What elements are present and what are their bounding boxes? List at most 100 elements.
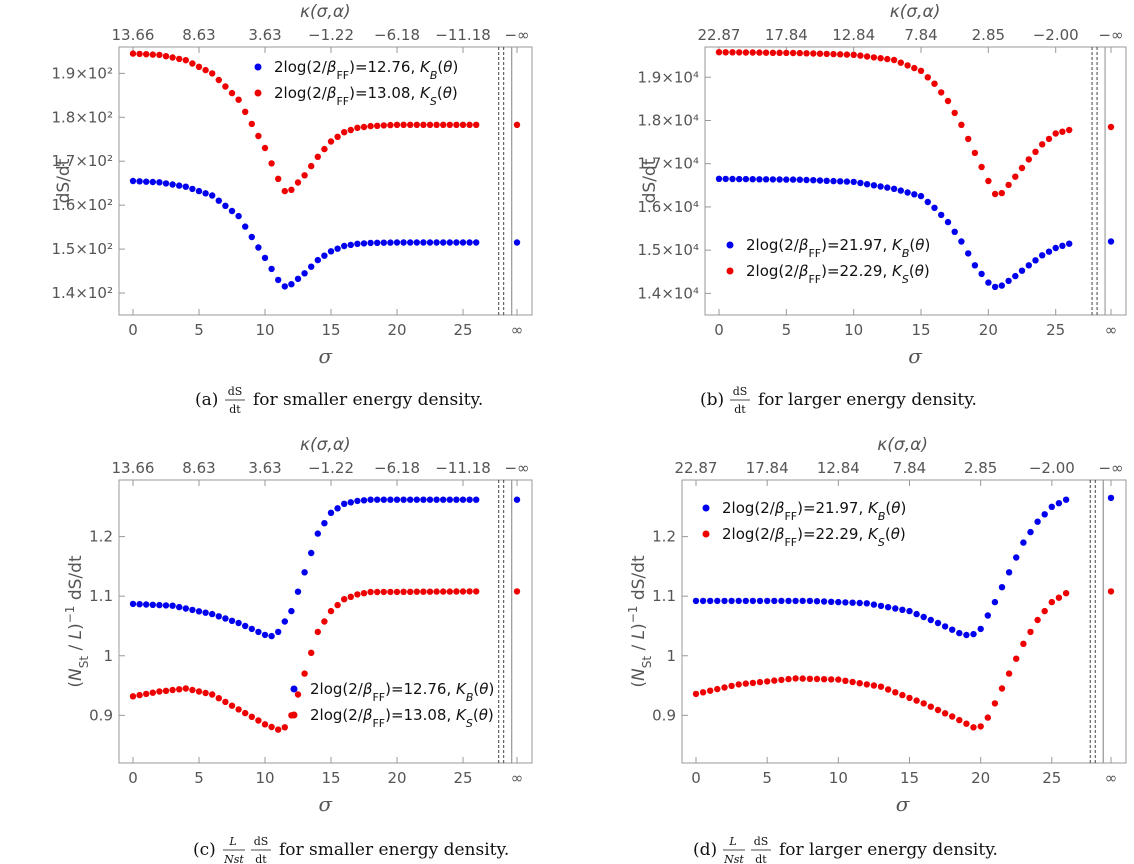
infinity-point (513, 588, 521, 595)
data-point (863, 181, 871, 188)
series-0 (129, 496, 521, 640)
data-point (129, 50, 137, 57)
top-tick-label: −∞ (504, 459, 529, 477)
data-point (835, 598, 842, 606)
data-point (393, 588, 401, 596)
data-point (143, 178, 150, 185)
data-point (374, 496, 381, 503)
data-point (998, 685, 1006, 692)
data-point (268, 723, 275, 731)
data-point (1013, 554, 1020, 561)
y-tick-label: 1.9×10⁴ (637, 68, 699, 86)
data-point (843, 51, 851, 58)
top-tick-label: −1.22 (308, 459, 354, 477)
x-tick-label: 20 (979, 321, 998, 339)
y-tick-label: 1.1 (89, 587, 113, 605)
data-point (856, 680, 863, 687)
x-tick-label: 15 (321, 321, 340, 339)
data-point (156, 688, 163, 695)
data-point (459, 121, 467, 128)
y-tick-label: 1 (666, 647, 676, 665)
x-tick-label: 15 (900, 769, 919, 787)
data-point (407, 239, 414, 246)
caption-text: for smaller energy density. (253, 390, 483, 410)
x-tick-label: 20 (971, 769, 990, 787)
data-point (897, 59, 904, 66)
legend-entry: 2log(2/βFF)=12.76, KB(θ) (274, 58, 458, 82)
data-point (426, 239, 434, 246)
data-point (1005, 277, 1012, 285)
data-point (129, 600, 137, 608)
data-point (235, 706, 242, 713)
data-point (749, 597, 757, 605)
data-point (951, 109, 958, 117)
data-point (261, 721, 269, 728)
data-point (242, 108, 249, 116)
data-point (892, 689, 899, 696)
data-point (1045, 135, 1053, 143)
data-point (850, 51, 857, 58)
caption-b: (b) dS dt for larger energy density. (700, 385, 977, 416)
data-point (294, 179, 302, 186)
caption-frac-num: dS (254, 835, 269, 848)
data-point (749, 679, 757, 687)
data-point (426, 496, 434, 503)
data-point (473, 121, 480, 128)
x-tick-label: 25 (1046, 321, 1065, 339)
data-point (393, 121, 401, 128)
data-point (294, 588, 302, 595)
data-point (1025, 262, 1033, 269)
data-point (314, 628, 321, 636)
data-point (453, 588, 460, 595)
data-point (714, 597, 721, 605)
data-point (742, 597, 749, 605)
data-point (321, 145, 328, 153)
data-point (169, 54, 176, 61)
data-point (314, 256, 321, 264)
infinity-point (513, 496, 521, 503)
data-point (842, 599, 849, 606)
data-point (327, 509, 335, 516)
x-axis-label: σ (908, 344, 923, 368)
data-point (334, 505, 341, 512)
data-point (1025, 156, 1033, 163)
data-point (268, 265, 275, 273)
data-point (466, 239, 473, 246)
data-point (803, 176, 810, 184)
data-point (707, 687, 714, 694)
data-point (920, 700, 927, 707)
data-point (347, 499, 354, 506)
data-point (820, 598, 828, 605)
data-point (810, 50, 817, 57)
data-point (215, 76, 222, 84)
x-tick-label: 25 (453, 321, 472, 339)
data-point (971, 149, 979, 157)
data-point (143, 690, 150, 698)
data-point (459, 239, 467, 246)
top-tick-label: −6.18 (374, 26, 420, 44)
data-point (934, 619, 942, 627)
chart-panel-a: 1.4×10² 1.5×10² 1.6×10² 1.7×10² 1.8×10² 1.9×1… (51, 2, 533, 368)
data-point (248, 625, 255, 633)
x-tick-label: 0 (128, 321, 138, 339)
data-point (1012, 272, 1019, 280)
data-point (195, 688, 203, 695)
top-tick-label: 17.84 (746, 459, 789, 477)
data-point (182, 183, 189, 190)
series-1 (715, 49, 1115, 198)
x-tick-label: 5 (194, 321, 204, 339)
data-point (949, 626, 956, 633)
data-point (850, 178, 857, 186)
x-tick-label: ∞ (1105, 321, 1118, 339)
data-point (828, 676, 835, 683)
data-point (308, 649, 315, 656)
legend-marker (702, 530, 710, 538)
data-point (1045, 248, 1053, 255)
x-tick-label: 0 (691, 769, 701, 787)
data-point (281, 618, 288, 625)
data-point (1066, 126, 1073, 134)
data-point (354, 124, 361, 131)
data-point (799, 675, 806, 682)
data-point (374, 122, 381, 129)
data-point (420, 588, 427, 595)
